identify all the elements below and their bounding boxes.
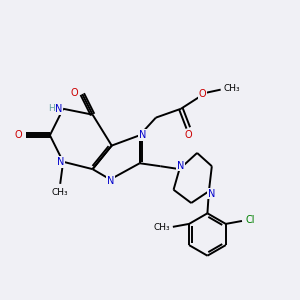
Text: O: O <box>199 89 206 99</box>
Text: N: N <box>139 130 146 140</box>
Text: N: N <box>177 160 184 171</box>
Text: O: O <box>14 130 22 140</box>
Text: O: O <box>70 88 78 98</box>
Text: N: N <box>106 176 114 186</box>
Text: Cl: Cl <box>245 215 255 225</box>
Text: O: O <box>184 130 192 140</box>
Text: H: H <box>49 104 55 113</box>
Text: CH₃: CH₃ <box>52 188 68 196</box>
Text: N: N <box>56 157 64 167</box>
Text: CH₃: CH₃ <box>224 84 240 93</box>
Text: N: N <box>208 189 215 199</box>
Text: N: N <box>55 104 62 114</box>
Text: CH₃: CH₃ <box>153 223 170 232</box>
